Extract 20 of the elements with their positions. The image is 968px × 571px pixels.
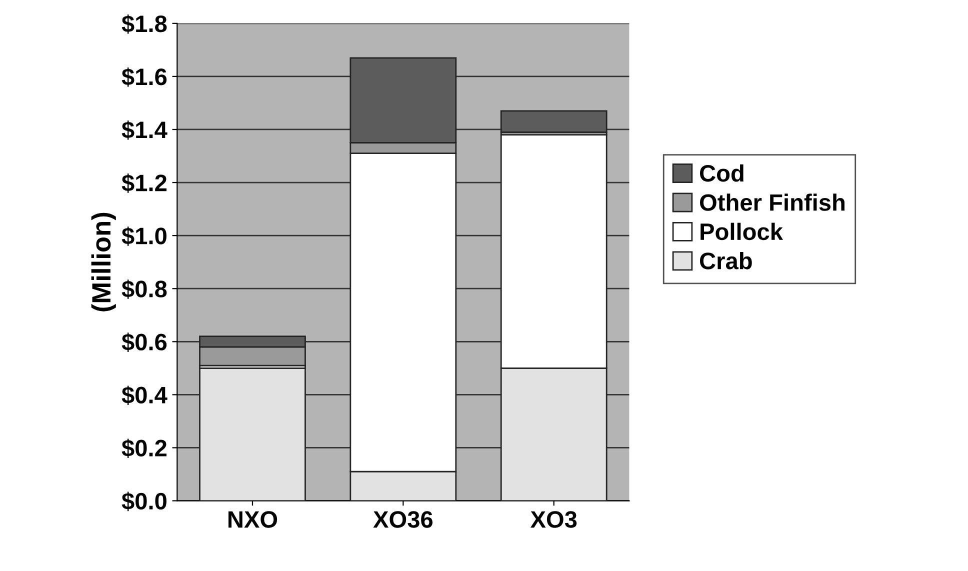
x-tick-label: XO3 (530, 511, 577, 528)
y-tick-label: $0.4 (122, 386, 168, 405)
y-tick-label: $0.0 (122, 492, 166, 512)
y-tick-label: $0.6 (122, 332, 167, 352)
y-tick-label: $0.2 (122, 438, 166, 458)
legend-label: Other Finfish (700, 194, 844, 211)
x-tick-label: NXO (228, 511, 278, 528)
y-tick-label: $0.8 (122, 280, 167, 299)
x-tick-label: XO36 (373, 511, 433, 528)
legend-label: Pollock (700, 222, 784, 240)
bar (199, 367, 306, 501)
y-tick-label: $1.2 (122, 174, 166, 193)
bar (500, 110, 608, 133)
legend-label: Crab (700, 252, 752, 270)
y-tick-label: $1.4 (122, 120, 168, 140)
y-tick-label: $1.0 (122, 226, 166, 246)
y-axis-title: (Million) (91, 212, 116, 312)
legend-label: Cod (700, 164, 744, 182)
y-tick-label: $1.6 (122, 67, 167, 87)
y-tick-label: $1.8 (122, 14, 167, 34)
